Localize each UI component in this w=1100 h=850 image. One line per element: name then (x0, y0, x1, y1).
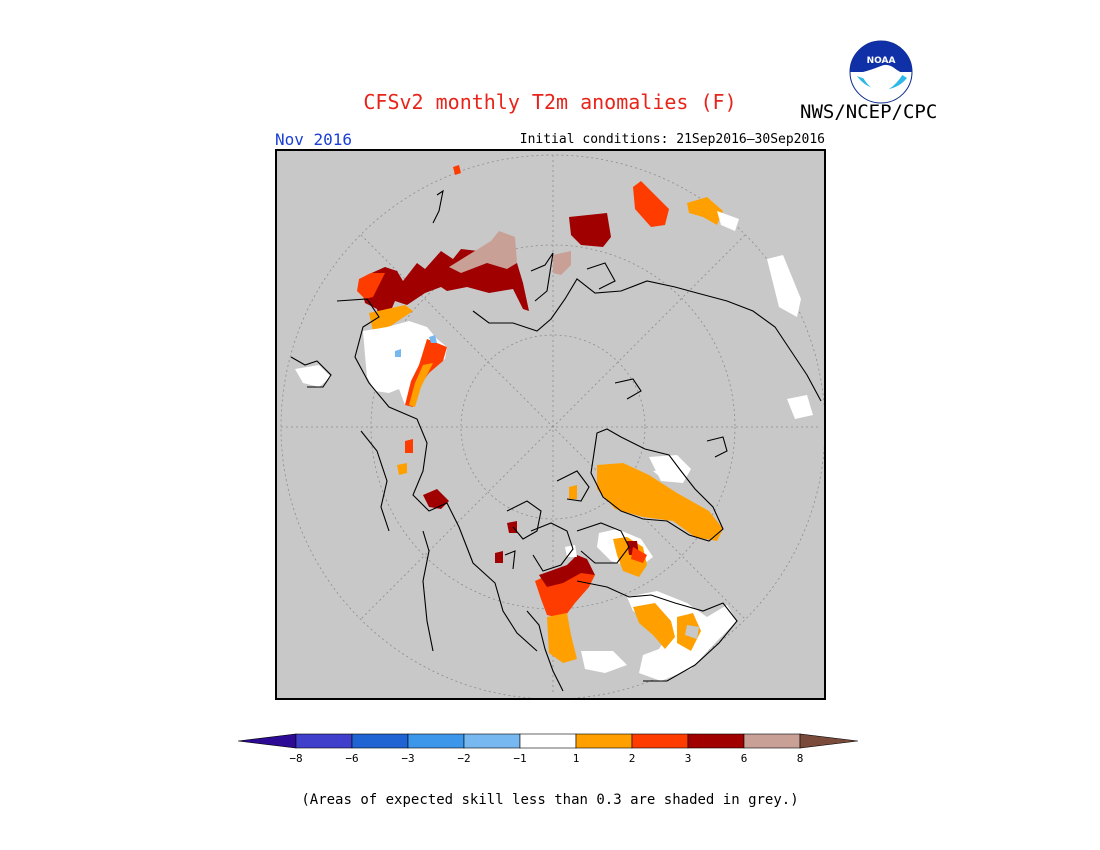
legend-tick-label: −2 (457, 752, 470, 765)
anomaly-region (363, 321, 447, 405)
anomaly-region (369, 305, 413, 331)
anomaly-region (685, 625, 699, 639)
anomaly-region (569, 485, 577, 499)
legend-swatch (631, 733, 689, 749)
legend-swatch (575, 733, 633, 749)
anomaly-region (649, 455, 691, 483)
initial-conditions: Initial conditions: 21Sep2016–30Sep2016 (519, 132, 825, 147)
anomaly-region (553, 251, 571, 275)
legend-tick-label: −8 (289, 752, 302, 765)
anomaly-map (275, 149, 826, 700)
legend-tick-label: 1 (573, 752, 580, 765)
legend-swatch (519, 733, 577, 749)
legend-tick-label: −6 (345, 752, 358, 765)
anomaly-region (597, 463, 723, 541)
anomaly-region (633, 181, 669, 227)
legend-swatch (407, 733, 465, 749)
anomaly-region (581, 651, 627, 673)
anomaly-region (633, 603, 675, 649)
legend-swatch (238, 733, 297, 749)
legend-ticks: −8 −6 −3 −2 −1 1 2 3 6 8 (289, 752, 803, 765)
legend-tick-label: 3 (685, 752, 692, 765)
anomaly-region (687, 197, 723, 225)
anomaly-region (395, 349, 401, 357)
legend-tick-label: −1 (513, 752, 526, 765)
anomaly-region (547, 613, 577, 663)
legend-swatch (463, 733, 521, 749)
agency-label: NWS/NCEP/CPC (800, 101, 938, 123)
anomaly-region (569, 213, 611, 247)
forecast-month: Nov 2016 (275, 130, 353, 149)
legend-swatch (799, 733, 859, 749)
anomaly-region (409, 363, 433, 407)
anomaly-region (507, 521, 517, 533)
noaa-logo: NOAA (849, 40, 913, 104)
anomaly-region (539, 555, 595, 587)
anomaly-region (787, 395, 813, 419)
color-legend: −8 −6 −3 −2 −1 1 2 3 6 8 (238, 733, 859, 765)
anomaly-region (429, 335, 437, 343)
anomaly-region (449, 231, 517, 273)
legend-tick-label: 8 (797, 752, 804, 765)
legend-swatch (743, 733, 801, 749)
legend-tick-label: 6 (741, 752, 748, 765)
anomaly-region (423, 489, 449, 509)
anomaly-shading (295, 165, 813, 681)
anomaly-region (717, 211, 739, 231)
legend-tick-label: 2 (629, 752, 636, 765)
anomaly-region (495, 551, 503, 563)
anomaly-region (653, 469, 671, 481)
noaa-logo-text: NOAA (867, 56, 896, 66)
anomaly-region (631, 547, 647, 563)
legend-swatches (238, 733, 859, 749)
skill-footnote: (Areas of expected skill less than 0.3 a… (301, 792, 799, 808)
anomaly-region (295, 365, 331, 387)
anomaly-region (397, 463, 407, 475)
anomaly-region (453, 165, 461, 175)
anomaly-region (613, 537, 647, 577)
anomaly-region (357, 273, 385, 299)
coastlines (290, 189, 822, 692)
map-canvas (280, 154, 824, 698)
legend-tick-label: −3 (401, 752, 414, 765)
anomaly-region (767, 255, 801, 317)
legend-swatch (351, 733, 409, 749)
anomaly-region (405, 439, 413, 453)
legend-swatch (295, 733, 353, 749)
legend-swatch (687, 733, 745, 749)
chart-title: CFSv2 monthly T2m anomalies (F) (363, 90, 737, 114)
